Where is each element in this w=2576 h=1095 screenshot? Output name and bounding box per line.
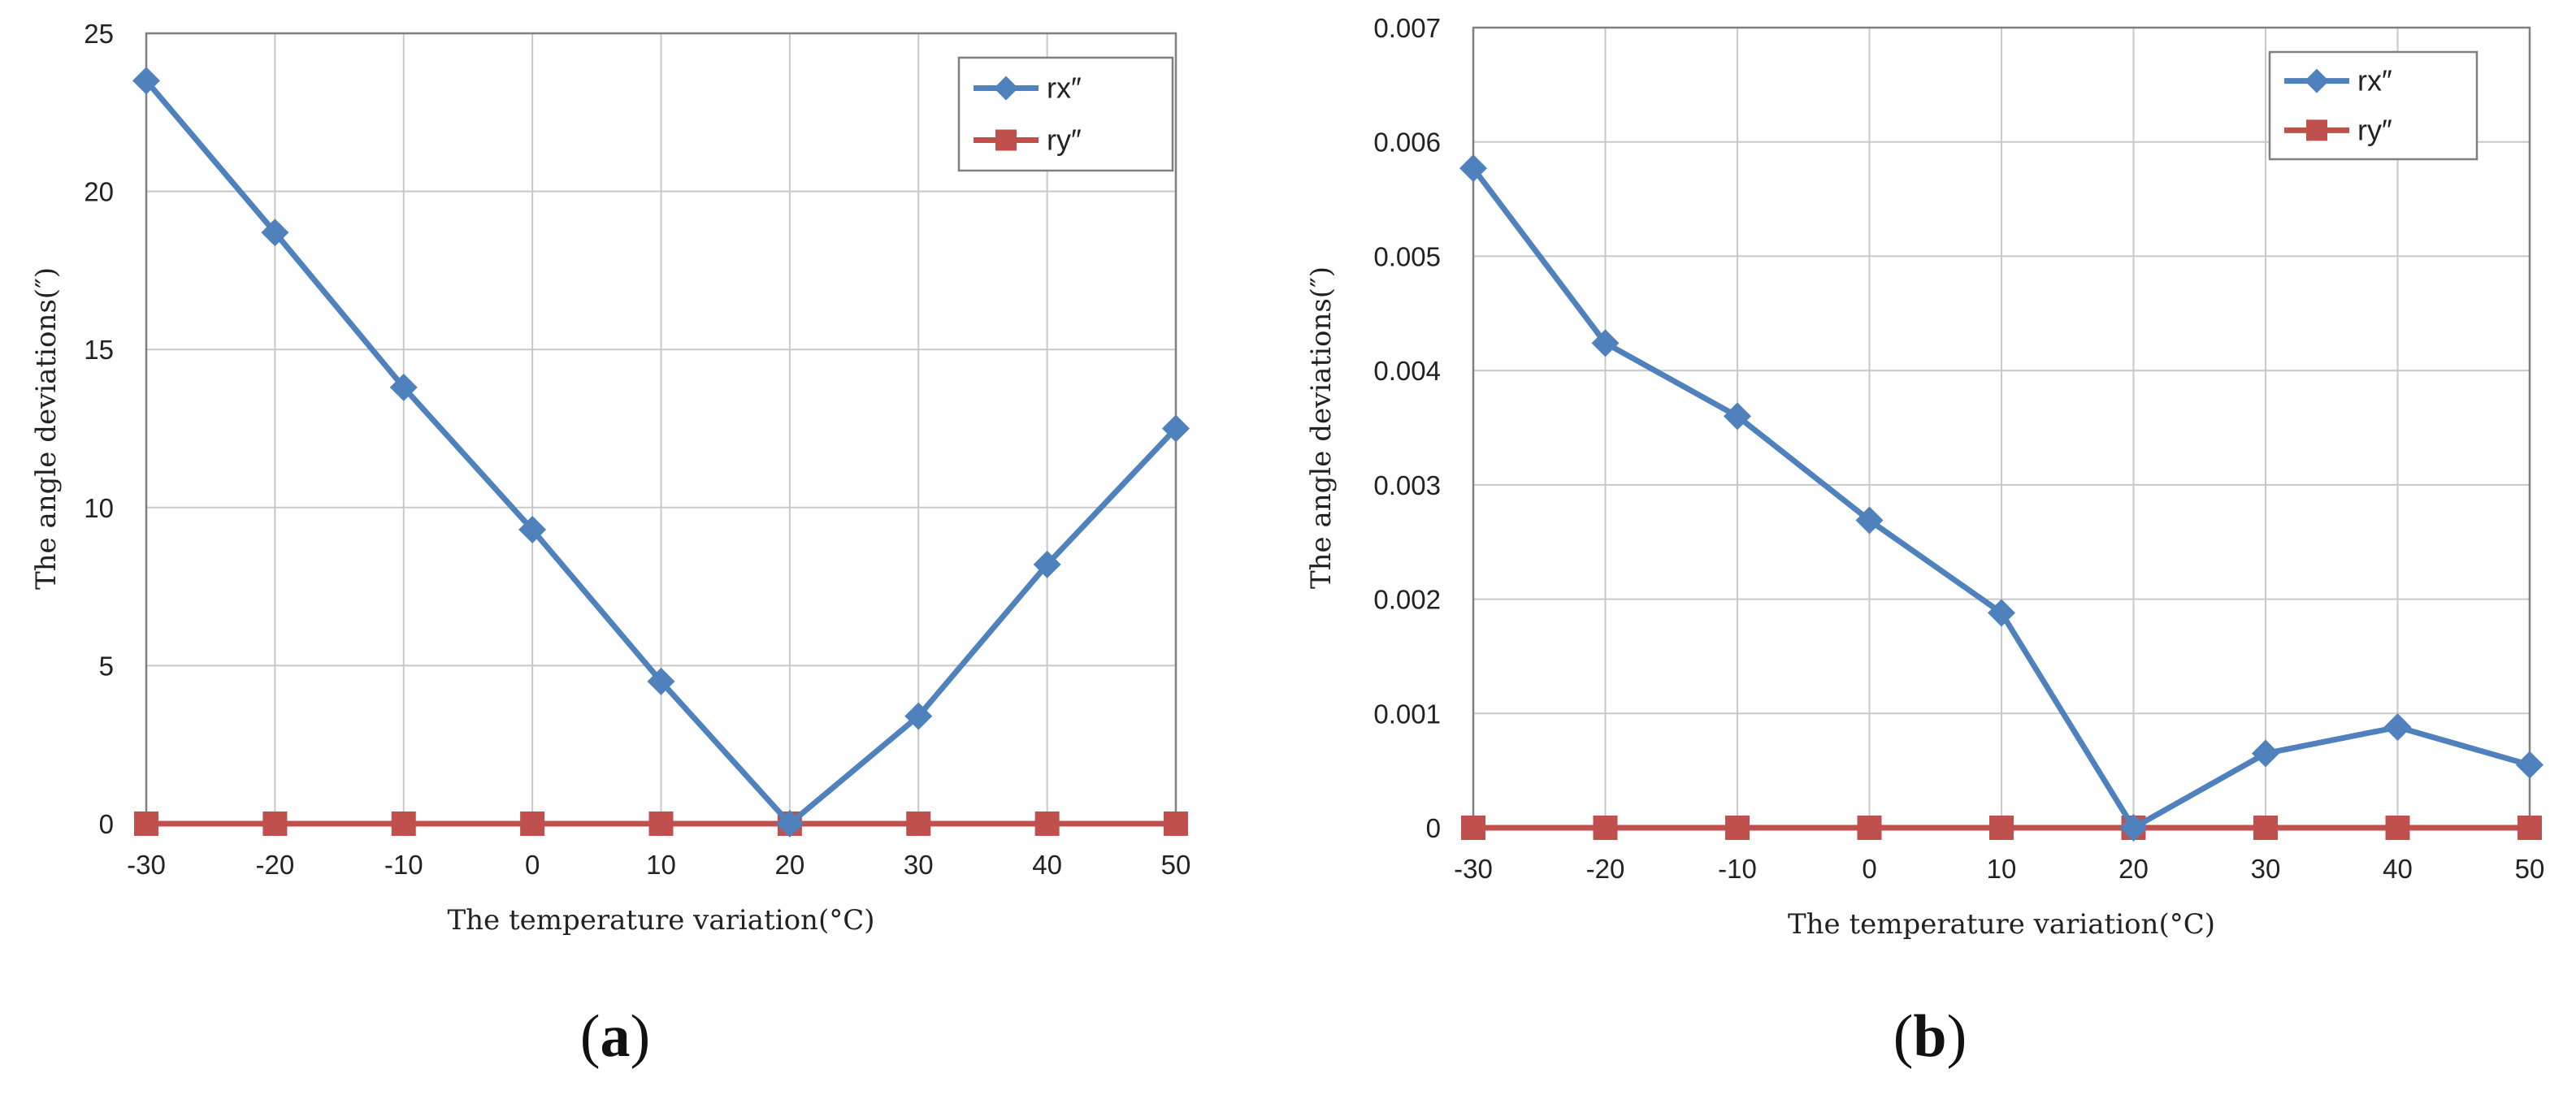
legend-marker-square	[2306, 119, 2327, 141]
chart-panel-b: 0 0.001 0.002 0.003 0.004 0.005 0.006 0.007 -30 -…	[1305, 13, 2544, 1070]
data-point-rx	[904, 702, 933, 730]
x-tick-label: -10	[384, 850, 423, 880]
data-point-rx	[1459, 154, 1487, 183]
y-axis-title: The angle deviations(″)	[30, 267, 63, 590]
legend-label: rx″	[2357, 64, 2392, 97]
x-tick-label: 10	[646, 850, 676, 880]
y-tick-label: 25	[84, 19, 114, 49]
x-axis-title: The temperature variation(°C)	[447, 904, 874, 937]
panel-label: (a)	[580, 1003, 650, 1070]
data-point-ry	[2517, 816, 2542, 840]
x-tick-label: 0	[525, 850, 540, 880]
data-point-ry	[262, 812, 288, 836]
data-point-rx	[2383, 713, 2412, 742]
data-point-rx	[2252, 739, 2279, 768]
x-tick-label: 0	[1862, 854, 1876, 884]
data-point-ry	[1164, 812, 1188, 836]
data-point-ry	[1725, 816, 1750, 840]
data-point-ry	[1857, 816, 1882, 840]
data-point-ry	[134, 812, 158, 836]
data-point-rx	[518, 516, 547, 544]
x-tick-label: 10	[1987, 854, 2017, 884]
x-tick-label: 20	[775, 850, 805, 880]
legend: rx″ ry″	[2268, 50, 2478, 161]
chart-panel-a: 0 5 10 15 20 25 -30 -20 -10 0 10 20 30 40 50 The temper…	[30, 19, 1190, 1070]
x-tick-label: 50	[1161, 850, 1191, 880]
legend-box	[2268, 50, 2478, 161]
data-point-rx	[2516, 751, 2543, 779]
x-tick-label: -30	[1454, 854, 1493, 884]
y-tick-label: 0.005	[1373, 241, 1441, 271]
x-tick-label: 40	[2383, 854, 2413, 884]
y-tick-label: 0.001	[1373, 699, 1441, 729]
legend: rx″ ry″	[957, 56, 1174, 172]
x-tick-label: -30	[127, 850, 166, 880]
data-point-rx	[775, 810, 804, 837]
panel-label-letter: a	[601, 1003, 631, 1070]
y-tick-label: 0.004	[1373, 356, 1441, 386]
x-tick-label: 20	[2118, 854, 2149, 884]
legend-label: rx″	[1047, 71, 1082, 105]
data-point-rx	[261, 219, 289, 247]
y-axis-title: The angle deviations(″)	[1305, 266, 1338, 589]
x-tick-label: 40	[1032, 850, 1062, 880]
data-point-ry	[391, 812, 416, 836]
data-point-rx	[1724, 402, 1751, 431]
y-tick-label: 15	[84, 335, 114, 365]
panel-label-letter: b	[1913, 1003, 1946, 1070]
x-tick-label: 30	[2251, 854, 2281, 884]
data-point-rx	[1162, 414, 1190, 443]
x-tick-label: 50	[2515, 854, 2545, 884]
x-tick-label: 30	[904, 850, 934, 880]
data-point-ry	[1593, 816, 1618, 840]
data-point-ry	[2253, 816, 2278, 840]
data-point-rx	[389, 373, 418, 401]
y-tick-label: 0.002	[1373, 585, 1441, 615]
data-point-rx	[1855, 506, 1884, 535]
data-point-ry	[1989, 816, 2014, 840]
data-point-ry	[520, 812, 545, 836]
legend-box	[957, 56, 1174, 172]
data-point-ry	[1034, 812, 1060, 836]
x-tick-label: -20	[1586, 854, 1625, 884]
x-tick-label: -20	[256, 850, 295, 880]
legend-label: ry″	[1047, 123, 1082, 156]
x-axis-title: The temperature variation(°C)	[1788, 908, 2215, 941]
data-point-ry	[906, 812, 931, 836]
legend-marker-diamond	[2305, 68, 2329, 93]
data-point-rx	[1988, 599, 2015, 627]
y-tick-label: 10	[84, 493, 114, 523]
y-tick-label: 0.007	[1373, 13, 1441, 43]
y-tick-label: 20	[84, 177, 114, 207]
data-point-rx	[647, 667, 675, 695]
data-point-rx	[132, 67, 160, 95]
x-tick-label: -10	[1718, 854, 1757, 884]
panel-label: (b)	[1893, 1003, 1967, 1070]
data-point-rx	[1591, 329, 1620, 357]
data-point-rx	[2119, 814, 2148, 842]
data-point-ry	[1461, 816, 1485, 840]
legend-marker-square	[995, 129, 1017, 151]
legend-marker-diamond	[994, 76, 1018, 101]
data-point-ry	[2385, 816, 2410, 840]
y-tick-label: 0	[1426, 813, 1441, 843]
y-tick-label: 0.003	[1373, 470, 1441, 500]
y-tick-label: 5	[99, 651, 114, 681]
legend-label: ry″	[2357, 113, 2392, 146]
data-point-rx	[1033, 550, 1061, 578]
data-point-ry	[648, 812, 674, 836]
y-tick-label: 0.006	[1373, 128, 1441, 158]
y-tick-label: 0	[99, 809, 114, 839]
